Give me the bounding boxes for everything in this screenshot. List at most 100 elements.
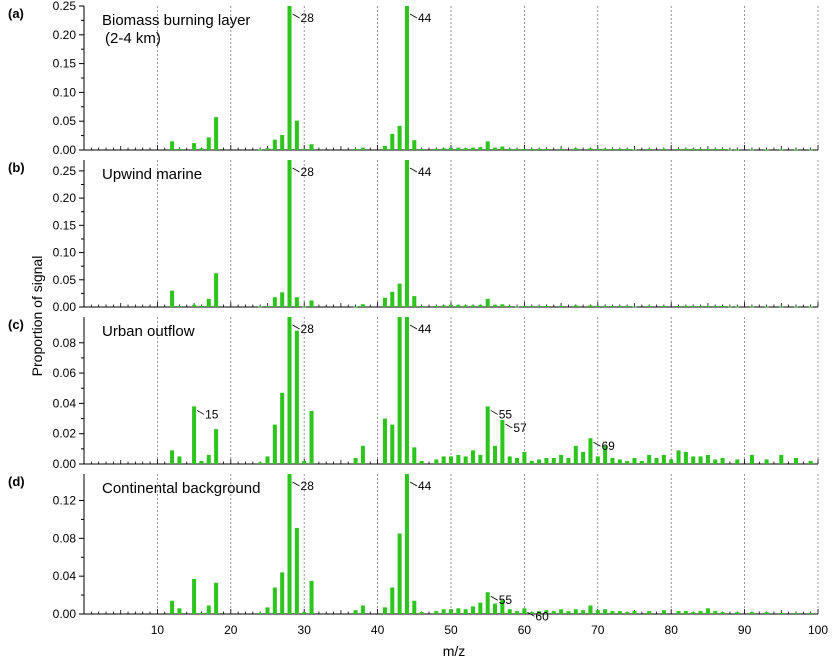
bar-mz-27 bbox=[280, 392, 285, 464]
bar-mz-49 bbox=[441, 456, 446, 464]
bar-mz-81 bbox=[676, 611, 681, 614]
bar-mz-46 bbox=[419, 305, 424, 307]
bar-mz-45 bbox=[412, 447, 417, 464]
bar-mz-62 bbox=[537, 459, 542, 464]
bar-mz-41 bbox=[382, 418, 387, 464]
bar-mz-85 bbox=[705, 305, 710, 307]
bar-mz-24 bbox=[258, 149, 263, 151]
bar-mz-61 bbox=[529, 305, 534, 307]
panel-title: Upwind marine bbox=[102, 166, 202, 183]
annotation-leader bbox=[292, 13, 300, 19]
bar-mz-43 bbox=[397, 533, 402, 614]
bar-mz-61 bbox=[529, 460, 534, 464]
bar-mz-15 bbox=[192, 579, 197, 614]
y-tick-label: 0.25 bbox=[53, 0, 77, 13]
bar-mz-56 bbox=[493, 603, 498, 614]
bar-mz-93 bbox=[764, 459, 769, 464]
bar-mz-16 bbox=[199, 460, 204, 464]
bar-mz-24 bbox=[258, 613, 263, 614]
bar-mz-77 bbox=[647, 305, 652, 307]
bar-mz-75 bbox=[632, 457, 637, 464]
bar-mz-27 bbox=[280, 292, 285, 307]
bar-mz-72 bbox=[610, 148, 615, 150]
bar-mz-12 bbox=[170, 141, 175, 150]
bar-mz-50 bbox=[448, 609, 454, 614]
annotation-label-28: 28 bbox=[301, 11, 315, 25]
bar-mz-66 bbox=[566, 457, 571, 464]
bar-mz-74 bbox=[625, 305, 630, 307]
bar-mz-55 bbox=[485, 141, 490, 150]
bar-mz-62 bbox=[537, 611, 542, 614]
bar-mz-57 bbox=[500, 304, 505, 307]
bar-mz-24 bbox=[258, 306, 263, 308]
bar-mz-58 bbox=[507, 609, 512, 614]
bar-mz-73 bbox=[617, 611, 622, 614]
y-axis-label: Proportion of signal bbox=[29, 256, 45, 377]
bar-mz-83 bbox=[691, 305, 696, 307]
bar-mz-71 bbox=[603, 445, 608, 464]
bar-mz-38 bbox=[360, 147, 365, 150]
bar-mz-38 bbox=[360, 605, 365, 614]
x-tick-label: 30 bbox=[298, 623, 312, 637]
bar-mz-38 bbox=[360, 445, 365, 464]
bar-mz-63 bbox=[544, 305, 549, 307]
panel-b: 0.00 0.05 0.10 0.15 0.20 0.25 28 44 (b) Upwind ma… bbox=[8, 160, 819, 314]
bar-mz-82 bbox=[683, 451, 688, 464]
bar-mz-42 bbox=[390, 587, 395, 614]
bar-mz-93 bbox=[764, 149, 769, 151]
bar-mz-89 bbox=[735, 306, 740, 308]
bar-mz-62 bbox=[537, 148, 542, 150]
x-axis-label: m/z bbox=[443, 643, 466, 659]
x-tick-label: 80 bbox=[665, 623, 679, 637]
bar-mz-81 bbox=[676, 148, 681, 150]
bar-mz-99 bbox=[808, 613, 813, 614]
bar-mz-63 bbox=[544, 457, 549, 464]
panel-title: Urban outflow bbox=[102, 323, 195, 340]
annotation-leader bbox=[490, 410, 498, 415]
bar-mz-13 bbox=[177, 608, 182, 614]
bar-mz-59 bbox=[515, 148, 520, 150]
bar-mz-51 bbox=[456, 147, 461, 150]
bar-mz-53 bbox=[471, 305, 476, 307]
y-tick-label: 0.10 bbox=[53, 246, 77, 260]
bar-mz-12 bbox=[170, 290, 175, 307]
bar-mz-87 bbox=[720, 148, 725, 150]
bar-mz-60 bbox=[522, 148, 527, 150]
bar-mz-86 bbox=[713, 148, 718, 150]
panel-title: Biomass burning layer bbox=[102, 12, 250, 29]
bar-mz-43 bbox=[397, 125, 402, 150]
bar-mz-30 bbox=[302, 148, 307, 150]
bar-mz-56 bbox=[493, 445, 498, 464]
bar-mz-82 bbox=[683, 305, 688, 307]
bar-mz-45 bbox=[412, 296, 417, 307]
bar-mz-93 bbox=[764, 612, 769, 614]
panel-label: (d) bbox=[8, 474, 25, 489]
bar-mz-97 bbox=[793, 306, 798, 308]
bar-mz-18 bbox=[214, 429, 219, 464]
annotation-leader bbox=[527, 611, 535, 617]
bar-mz-59 bbox=[515, 611, 520, 614]
annotation-label-44: 44 bbox=[418, 11, 432, 25]
annotation-leader bbox=[409, 481, 418, 487]
bar-mz-44 bbox=[404, 160, 409, 307]
bar-mz-95 bbox=[779, 613, 784, 614]
annotation-leader bbox=[409, 13, 418, 19]
bar-mz-93 bbox=[764, 306, 769, 308]
bar-mz-13 bbox=[177, 305, 182, 307]
bar-mz-28 bbox=[287, 474, 292, 614]
bar-mz-79 bbox=[661, 610, 666, 614]
y-tick-label: 0.04 bbox=[53, 569, 77, 583]
bar-mz-86 bbox=[713, 611, 718, 614]
bar-mz-13 bbox=[177, 456, 182, 464]
bar-mz-16 bbox=[199, 613, 204, 614]
x-tick-label: 20 bbox=[224, 623, 238, 637]
bar-mz-16 bbox=[199, 305, 204, 307]
bar-mz-49 bbox=[441, 609, 446, 614]
annotation-leader bbox=[490, 595, 498, 601]
bar-mz-17 bbox=[206, 137, 211, 150]
bar-mz-48 bbox=[434, 611, 439, 614]
annotation-label-69: 69 bbox=[601, 439, 615, 453]
bar-mz-42 bbox=[390, 291, 395, 307]
bar-mz-52 bbox=[463, 609, 468, 614]
